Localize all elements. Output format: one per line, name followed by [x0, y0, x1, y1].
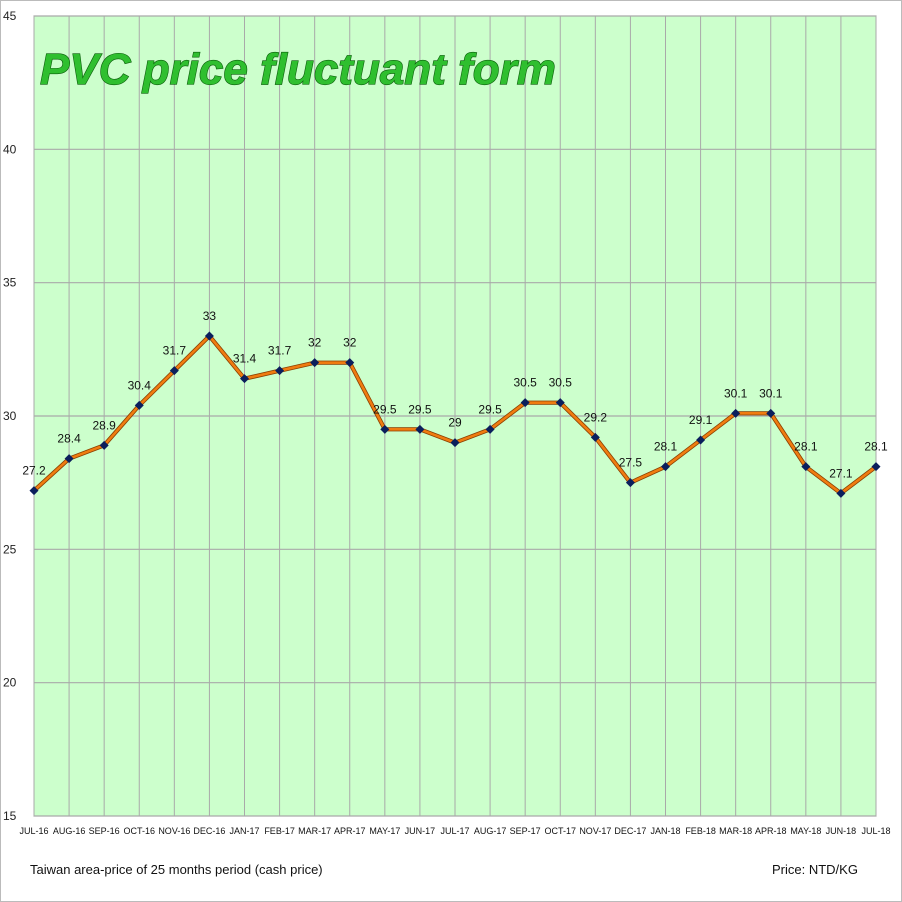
x-tick-label: FEB-17 [264, 826, 295, 836]
chart-title: PVC price fluctuant form [40, 45, 556, 94]
x-tick-label: APR-17 [334, 826, 366, 836]
x-tick-label: FEB-18 [685, 826, 716, 836]
data-label: 29.5 [478, 402, 502, 416]
data-label: 28.1 [654, 440, 678, 454]
data-label: 28.9 [92, 418, 116, 432]
data-label: 27.5 [619, 456, 643, 470]
y-tick-label: 25 [3, 542, 17, 556]
data-label: 30.1 [759, 386, 783, 400]
data-point [625, 478, 635, 488]
data-point [731, 408, 741, 418]
data-label: 29.5 [373, 402, 397, 416]
x-tick-label: AUG-16 [53, 826, 86, 836]
data-label: 27.2 [22, 464, 46, 478]
data-label: 30.1 [724, 386, 748, 400]
footer-note: Taiwan area-price of 25 months period (c… [30, 862, 323, 877]
data-point [204, 331, 214, 341]
x-tick-label: JUN-17 [405, 826, 436, 836]
data-label: 29.1 [689, 413, 713, 427]
data-label: 27.1 [829, 466, 853, 480]
x-tick-label: MAY-17 [369, 826, 400, 836]
data-label: 28.1 [794, 440, 818, 454]
y-tick-label: 40 [3, 142, 17, 156]
data-point [485, 424, 495, 434]
data-label: 29 [448, 416, 462, 430]
unit-note: Price: NTD/KG [772, 862, 858, 877]
x-tick-label: JAN-17 [229, 826, 259, 836]
x-tick-label: JUL-17 [440, 826, 469, 836]
data-point [590, 432, 600, 442]
data-label: 28.1 [864, 440, 888, 454]
x-tick-label: NOV-16 [158, 826, 190, 836]
y-tick-label: 35 [3, 276, 17, 290]
data-label: 33 [203, 309, 217, 323]
data-point [836, 488, 846, 498]
data-label: 29.5 [408, 402, 432, 416]
y-tick-label: 45 [3, 9, 17, 23]
x-tick-label: APR-18 [755, 826, 787, 836]
data-label: 31.4 [233, 352, 257, 366]
y-tick-label: 15 [3, 809, 17, 823]
data-point [169, 366, 179, 376]
data-label: 32 [308, 336, 322, 350]
x-tick-label: JUL-16 [19, 826, 48, 836]
data-point [134, 400, 144, 410]
x-tick-label: JAN-18 [650, 826, 680, 836]
x-tick-label: DEC-17 [614, 826, 646, 836]
x-tick-label: NOV-17 [579, 826, 611, 836]
x-tick-label: DEC-16 [193, 826, 225, 836]
x-tick-label: MAR-17 [298, 826, 331, 836]
x-tick-label: JUL-18 [861, 826, 890, 836]
x-tick-label: SEP-17 [510, 826, 541, 836]
data-point [310, 358, 320, 368]
data-point [661, 462, 670, 472]
data-point [450, 438, 460, 448]
data-point [801, 462, 811, 472]
data-point [696, 435, 706, 445]
x-tick-label: MAY-18 [790, 826, 821, 836]
data-label: 30.5 [549, 376, 573, 390]
data-point [64, 454, 74, 464]
data-point [766, 408, 776, 418]
data-label: 30.5 [513, 376, 537, 390]
data-label: 32 [343, 336, 357, 350]
data-label: 29.2 [584, 410, 608, 424]
data-point [29, 486, 39, 496]
y-tick-label: 30 [3, 409, 17, 423]
data-point [240, 374, 249, 384]
data-point [520, 398, 530, 408]
data-point [345, 358, 355, 368]
x-tick-label: SEP-16 [89, 826, 120, 836]
x-tick-label: OCT-17 [544, 826, 576, 836]
data-label: 31.7 [163, 344, 187, 358]
x-tick-label: OCT-16 [123, 826, 155, 836]
data-point [275, 366, 285, 376]
data-point [871, 462, 881, 472]
data-point [555, 398, 565, 408]
x-tick-label: MAR-18 [719, 826, 752, 836]
x-tick-label: AUG-17 [474, 826, 507, 836]
data-label: 30.4 [128, 378, 152, 392]
data-label: 31.7 [268, 344, 292, 358]
y-tick-label: 20 [3, 676, 17, 690]
x-tick-label: JUN-18 [826, 826, 857, 836]
data-label: 28.4 [57, 432, 81, 446]
data-point [99, 440, 109, 450]
data-point [380, 424, 390, 434]
data-point [415, 424, 425, 434]
